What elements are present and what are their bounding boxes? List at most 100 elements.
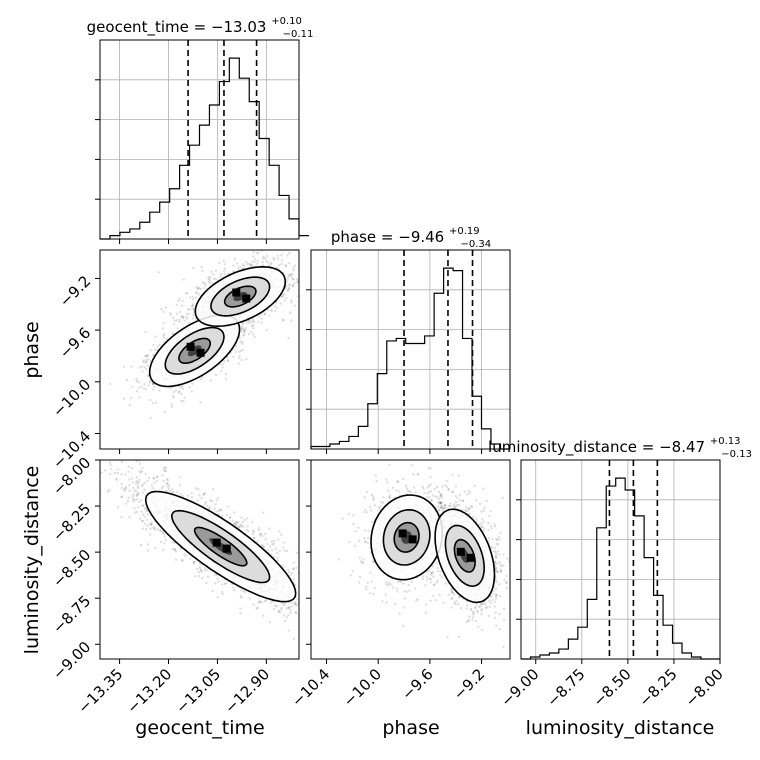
sample-point <box>181 384 184 388</box>
sample-point <box>242 264 246 267</box>
sample-point <box>302 287 304 289</box>
sample-point <box>200 265 203 269</box>
sample-point <box>109 463 112 466</box>
sample-point <box>226 358 230 362</box>
sample-point <box>183 552 186 556</box>
sample-point <box>275 605 279 608</box>
sample-point <box>147 476 151 480</box>
sample-point <box>308 586 310 588</box>
sample-point <box>198 562 202 565</box>
sample-point <box>201 577 204 580</box>
sample-point <box>493 616 497 620</box>
sample-point <box>287 629 290 632</box>
sample-point <box>290 229 292 231</box>
sample-point <box>151 382 155 385</box>
sample-point <box>466 509 470 512</box>
histogram-step-phase <box>310 267 510 450</box>
sample-point <box>265 259 268 263</box>
sample-point <box>290 571 294 575</box>
sample-point <box>106 490 110 493</box>
sample-point <box>140 499 143 502</box>
sample-point <box>218 261 221 265</box>
sample-point <box>242 334 245 337</box>
sample-point <box>305 259 307 261</box>
sample-point <box>202 492 206 496</box>
sample-point <box>170 405 174 409</box>
sample-point <box>137 380 141 384</box>
sample-point <box>280 601 284 605</box>
sample-point <box>292 637 296 641</box>
sample-point <box>276 254 279 257</box>
sample-point <box>209 379 213 382</box>
sample-point <box>295 281 298 284</box>
sample-point <box>151 388 155 391</box>
sample-point <box>475 603 478 606</box>
sample-point <box>138 478 141 481</box>
sample-point <box>308 613 310 615</box>
sample-point <box>295 566 298 569</box>
sample-point <box>245 260 248 264</box>
sample-point <box>141 483 145 486</box>
sample-point <box>163 532 166 536</box>
sample-point <box>224 377 228 381</box>
sample-point <box>155 476 159 479</box>
sample-point <box>264 599 268 602</box>
sample-point <box>186 291 189 295</box>
sample-point <box>243 518 247 522</box>
sample-point <box>168 489 172 493</box>
sample-point <box>234 344 238 348</box>
sample-point <box>188 296 192 299</box>
sample-point <box>141 466 144 470</box>
sample-point <box>195 285 198 289</box>
sample-point <box>149 523 153 526</box>
sample-point <box>294 602 297 606</box>
sample-point <box>171 332 174 336</box>
sample-point <box>238 354 241 358</box>
sample-point <box>286 246 288 248</box>
sample-point <box>252 530 255 534</box>
sample-point <box>132 486 135 490</box>
sample-point <box>321 266 323 268</box>
sample-point <box>168 483 171 487</box>
sample-point <box>248 319 251 322</box>
sample-point <box>139 385 143 389</box>
sample-point <box>499 563 502 566</box>
sample-point <box>262 257 265 260</box>
sample-point <box>175 319 178 322</box>
sample-point <box>103 455 105 457</box>
sample-point <box>123 489 127 492</box>
sample-point <box>200 570 204 573</box>
sample-point <box>250 263 254 266</box>
sample-point <box>219 508 223 511</box>
sample-point <box>145 367 148 371</box>
sample-point <box>294 611 297 614</box>
sample-point <box>396 590 399 593</box>
panel-content <box>108 229 323 420</box>
sample-point <box>158 389 161 392</box>
sample-point <box>163 542 166 545</box>
sample-point <box>135 490 138 493</box>
sample-point <box>404 484 407 488</box>
sample-point <box>280 262 283 266</box>
sample-point <box>320 612 322 614</box>
sample-point <box>332 606 334 608</box>
sample-point <box>148 398 152 402</box>
sample-point <box>122 488 125 491</box>
sample-point <box>215 499 218 502</box>
sample-point <box>266 549 270 552</box>
sample-point <box>214 277 218 281</box>
sample-point <box>300 600 302 602</box>
sample-point <box>205 581 208 585</box>
sample-point <box>181 317 185 320</box>
sample-point <box>291 605 294 608</box>
sample-point <box>163 465 166 469</box>
sample-point <box>199 568 202 571</box>
sample-point <box>283 299 286 302</box>
density-peak-cell <box>186 342 195 351</box>
sample-point <box>201 375 204 379</box>
sample-point <box>312 607 314 609</box>
sample-point <box>288 606 292 609</box>
sample-point <box>257 251 260 254</box>
sample-point <box>290 319 293 322</box>
